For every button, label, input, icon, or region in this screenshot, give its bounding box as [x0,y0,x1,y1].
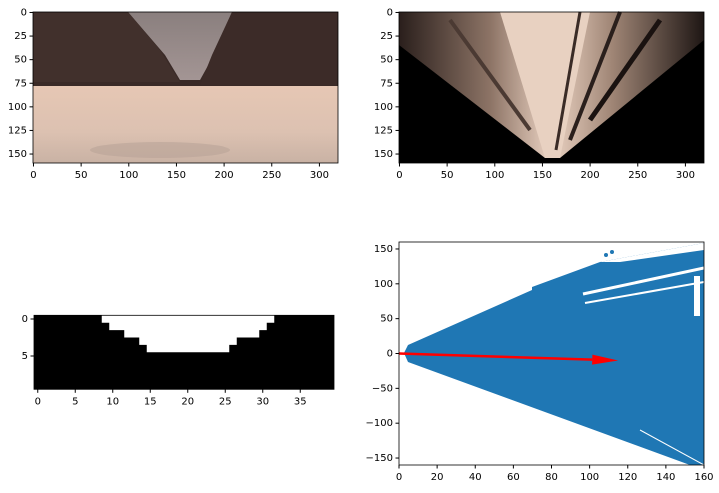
axes-frame [32,11,339,164]
y-tick-label: 100 [8,102,27,113]
x-tick-label: 200 [581,170,600,181]
x-tick-label: 35 [294,396,307,407]
x-tick-label: 50 [75,170,88,181]
x-tick-label: 300 [676,170,695,181]
y-tick-label: 100 [374,102,393,113]
x-tick-label: 0 [30,170,36,181]
x-tick-label: 20 [431,472,444,483]
x-tick-label: 60 [507,472,520,483]
y-tick-label: 0 [22,314,28,325]
y-tick-label: −150 [366,453,393,464]
x-tick-label: 15 [144,396,157,407]
y-tick-label: −50 [372,383,393,394]
x-tick-label: 200 [215,170,234,181]
x-tick-label: 150 [167,170,186,181]
y-tick-label: 50 [380,55,393,66]
x-tick-label: 160 [694,472,713,483]
y-tick-label: 100 [374,279,393,290]
y-tick-label: 0 [387,349,393,360]
x-tick-label: 50 [441,170,454,181]
x-tick-label: 10 [106,396,119,407]
x-tick-label: 5 [72,396,78,407]
axes-frame [398,11,705,164]
x-tick-label: 25 [219,396,232,407]
y-tick-label: −100 [366,418,393,429]
x-tick-label: 120 [618,472,637,483]
y-tick-label: 50 [380,314,393,325]
y-tick-label: 125 [8,125,27,136]
y-tick-label: 5 [22,351,28,362]
y-tick-label: 150 [374,149,393,160]
x-tick-label: 140 [656,472,675,483]
arrow-head [592,354,619,365]
y-tick-label: 75 [14,78,27,89]
axes-frame [33,314,335,390]
y-tick-label: 150 [374,244,393,255]
x-tick-label: 0 [396,472,402,483]
x-tick-label: 250 [628,170,647,181]
y-tick-label: 150 [8,149,27,160]
warped-image [399,11,704,163]
arrow-shaft [398,352,593,361]
x-tick-label: 250 [262,170,281,181]
x-tick-label: 100 [119,170,138,181]
x-tick-label: 40 [469,472,482,483]
scatter-points [404,243,704,465]
x-tick-label: 300 [310,170,329,181]
x-tick-label: 30 [256,396,269,407]
y-tick-label: 125 [374,125,393,136]
x-tick-label: 150 [533,170,552,181]
y-tick-label: 75 [380,78,393,89]
threshold-image [34,315,334,390]
y-tick-label: 25 [14,31,27,42]
y-tick-label: 0 [21,7,27,18]
x-tick-label: 0 [35,396,41,407]
camera-image [33,12,338,163]
y-tick-label: 25 [380,31,393,42]
x-tick-label: 0 [396,170,402,181]
x-tick-label: 100 [580,472,599,483]
x-tick-label: 20 [181,396,194,407]
y-tick-label: 0 [387,7,393,18]
x-tick-label: 80 [545,472,558,483]
y-tick-label: 50 [14,55,27,66]
x-tick-label: 100 [485,170,504,181]
